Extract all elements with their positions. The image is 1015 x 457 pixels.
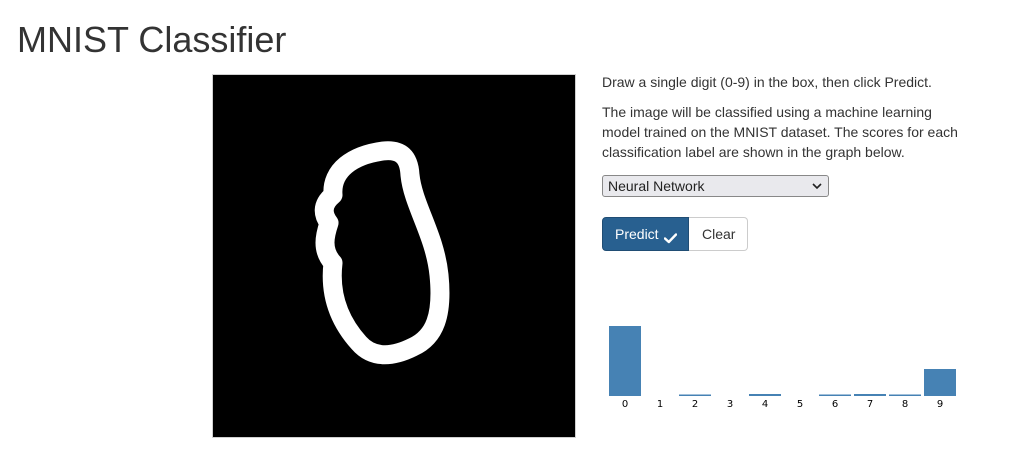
page-title: MNIST Classifier [17,19,287,60]
action-buttons: Predict Clear [602,217,748,251]
instructions-line-1: Draw a single digit (0-9) in the box, th… [602,74,932,90]
predict-button[interactable]: Predict [602,217,689,251]
bar-4 [749,394,781,396]
tick-label-2: 2 [692,399,698,410]
bar-8 [889,394,921,396]
score-chart: 0 1 2 3 4 5 6 7 8 9 [609,326,956,410]
bar-2 [679,394,711,396]
tick-label-4: 4 [762,399,768,410]
predict-button-label: Predict [615,226,659,242]
bar-6 [819,394,851,396]
bar-7 [854,394,886,396]
chevron-down-icon [812,176,822,196]
tick-label-3: 3 [727,399,733,410]
check-icon [663,229,677,243]
tick-label-8: 8 [902,399,908,410]
bar-9 [924,369,956,396]
tick-label-0: 0 [622,399,628,410]
drawing-canvas[interactable] [212,74,576,438]
tick-label-6: 6 [832,399,838,410]
bar-0 [609,326,641,396]
clear-button[interactable]: Clear [689,217,748,251]
model-select[interactable]: Neural Network [602,175,829,197]
tick-label-5: 5 [797,399,803,410]
instructions-line-2: The image will be classified using a mac… [602,104,958,160]
model-select-value: Neural Network [608,178,705,194]
drawn-digit-stroke [314,141,450,365]
clear-button-label: Clear [702,226,736,242]
tick-label-7: 7 [867,399,873,410]
tick-label-9: 9 [937,399,943,410]
tick-label-1: 1 [657,399,663,410]
